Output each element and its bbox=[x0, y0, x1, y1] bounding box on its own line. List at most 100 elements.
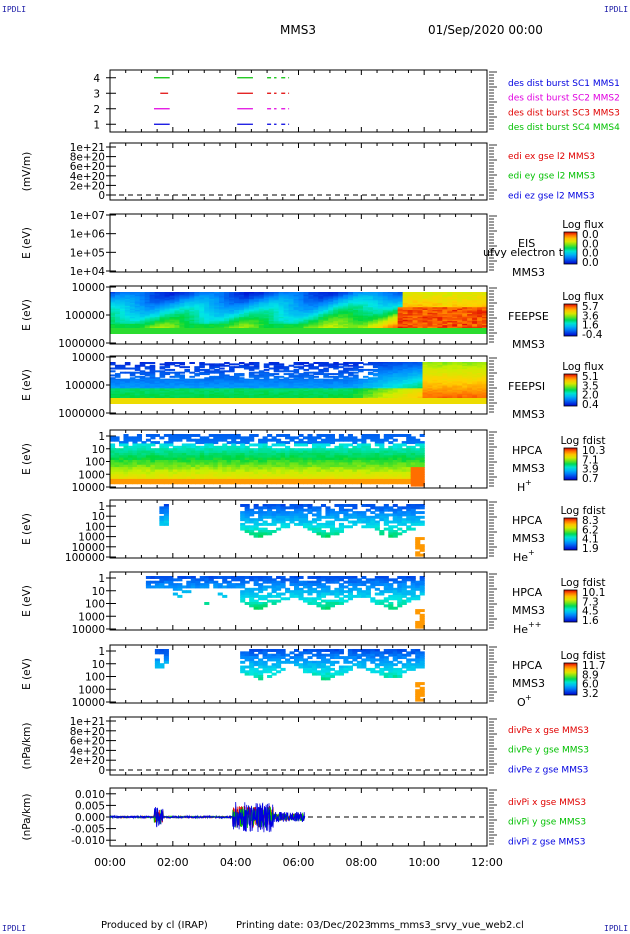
spectrogram-cell-feepsi bbox=[293, 366, 300, 369]
spectrogram-cell-hpca_h bbox=[280, 443, 286, 447]
spectrogram-cell-feepse bbox=[298, 304, 305, 307]
spectrogram-cell-hpca_h bbox=[213, 448, 219, 452]
spectrogram-cell-feepse bbox=[119, 321, 126, 324]
spectrogram-cell-feepsi bbox=[164, 385, 171, 388]
spectrogram-cell-hpca_h bbox=[159, 452, 165, 456]
spectrogram-cell-feepse bbox=[219, 323, 225, 326]
spectrogram-cell-feepsi bbox=[387, 395, 394, 398]
spectrogram-cell-feepse bbox=[204, 321, 210, 324]
spectrogram-cell-feepse bbox=[253, 310, 260, 312]
spectrogram-cell-feepse bbox=[318, 297, 324, 300]
spectrogram-cell-hpca_h bbox=[253, 434, 259, 437]
spectrogram-cell-feepsi bbox=[437, 366, 443, 369]
header-spacecraft: MMS3 bbox=[280, 23, 316, 37]
spectrogram-cell-hpca_h bbox=[118, 474, 125, 478]
spectrogram-cell-feepsi bbox=[179, 377, 186, 380]
spectrogram-cell-feepsi bbox=[358, 382, 364, 385]
spectrogram-cell-feepse bbox=[268, 322, 275, 325]
spectrogram-cell-feepsi bbox=[159, 378, 166, 381]
spectrogram-cell-feepse bbox=[164, 310, 171, 312]
spectrogram-cell-feepsi bbox=[372, 395, 379, 398]
spectrogram-cell-feepse bbox=[154, 322, 161, 325]
spectrogram-cell-feepse bbox=[412, 318, 419, 321]
spectrogram-cell-feepsi bbox=[397, 367, 404, 370]
spectrogram-cell-feepsi bbox=[377, 389, 384, 392]
spectrogram-cell-feepse bbox=[457, 316, 463, 319]
spectrogram-cell-feepse bbox=[457, 319, 463, 322]
spectrogram-cell-feepse bbox=[248, 296, 255, 299]
spectrogram-cell-feepse bbox=[119, 318, 126, 321]
spectrogram-cell-feepse bbox=[114, 319, 121, 322]
spectrogram-cell-feepsi bbox=[298, 395, 305, 398]
spectrogram-cell-feepse bbox=[353, 298, 359, 301]
spectrogram-cell-hpca_h bbox=[226, 455, 232, 459]
spectrogram-cell-hpca_h bbox=[258, 481, 264, 485]
spectrogram-cell-hpca_h bbox=[267, 460, 273, 463]
spectrogram-cell-feepse bbox=[119, 315, 126, 318]
spectrogram-cell-feepsi bbox=[382, 385, 389, 388]
spectrogram-cell-feepsi bbox=[343, 382, 349, 385]
spectrogram-cell-hpca_h bbox=[235, 476, 241, 480]
spectrogram-cell-feepse bbox=[417, 321, 424, 324]
spectrogram-cell-hpca_h bbox=[258, 471, 264, 475]
spectrogram-cell-feepsi bbox=[377, 377, 384, 380]
spectrogram-cell-feepse bbox=[119, 312, 126, 315]
spectrogram-cell-hpca_h bbox=[249, 434, 255, 437]
spectrogram-cell-feepse bbox=[263, 323, 270, 326]
spectrogram-cell-hpca_h bbox=[110, 455, 116, 459]
spectrogram-cell-feepse bbox=[328, 301, 334, 304]
spectrogram-cell-feepse bbox=[229, 322, 235, 325]
spectrogram-cell-feepse bbox=[268, 325, 275, 328]
spectrogram-cell-feepse bbox=[422, 315, 429, 318]
spectrogram-cell-hpca_h bbox=[172, 445, 178, 449]
spectrogram-cell-feepse bbox=[412, 325, 419, 328]
spectrogram-cell-feepse bbox=[159, 318, 166, 321]
spectrogram-cell-feepsi bbox=[139, 375, 146, 378]
spectrogram-cell-hpca_h bbox=[231, 448, 237, 452]
spectrogram-cell-feepsi bbox=[154, 380, 161, 382]
spectrogram-cell-feepse bbox=[248, 325, 255, 328]
spectrogram-cell-hpca_h bbox=[222, 436, 228, 440]
spectrogram-cell-hpca_h bbox=[217, 445, 223, 449]
spectrogram-cell-feepsi bbox=[313, 362, 319, 364]
spectrogram-cell-hpca_h bbox=[231, 460, 237, 463]
spectrogram-cell-feepsi bbox=[253, 382, 260, 385]
spectrogram-cell-feepsi bbox=[179, 382, 186, 385]
spectrogram-cell-feepsi bbox=[229, 370, 235, 373]
spectrogram-cell-feepsi bbox=[169, 386, 176, 389]
spectrogram-cell-feepse bbox=[472, 323, 478, 326]
spectrogram-cell-feepsi bbox=[283, 380, 290, 382]
spectrogram-cell-hpca_h bbox=[271, 462, 277, 466]
spectrogram-cell-feepse bbox=[243, 321, 250, 324]
spectrogram-cell-feepsi bbox=[412, 366, 419, 369]
spectrogram-cell-feepsi bbox=[278, 381, 285, 384]
spectrogram-cell-feepse bbox=[288, 296, 295, 299]
spectrogram-cell-feepsi bbox=[482, 370, 488, 373]
spectrogram-cell-feepse bbox=[467, 316, 473, 319]
spectrogram-cell-hpca_h bbox=[226, 469, 232, 473]
spectrogram-cell-feepse bbox=[110, 294, 116, 297]
spectrogram-cell-feepse bbox=[338, 303, 344, 306]
spectrogram-cell-feepse bbox=[234, 314, 240, 317]
spectrogram-cell-feepsi bbox=[462, 374, 468, 377]
spectrogram-cell-feepse bbox=[397, 323, 404, 326]
spectrogram-cell-hpca_h bbox=[199, 476, 205, 480]
spectrogram-cell-feepse bbox=[377, 318, 384, 321]
spectrogram-cell-hpca_h bbox=[150, 467, 156, 471]
spectrogram-cell-hpca_h bbox=[159, 464, 165, 468]
spectrogram-cell-feepsi bbox=[179, 396, 186, 399]
spectrogram-cell-feepse bbox=[159, 314, 166, 317]
spectrogram-cell-feepsi bbox=[338, 392, 344, 395]
spectrogram-cell-feepsi bbox=[432, 391, 438, 394]
spectrogram-cell-feepsi bbox=[447, 364, 453, 367]
spectrogram-cell-feepse bbox=[382, 316, 389, 319]
spectrogram-cell-feepsi bbox=[209, 366, 215, 369]
spectrogram-cell-hpca_h bbox=[258, 452, 264, 456]
spectrogram-cell-feepse bbox=[159, 293, 166, 296]
spectrogram-cell-feepsi bbox=[283, 393, 290, 396]
spectrogram-cell-feepse bbox=[353, 326, 359, 329]
spectrogram-cell-feepse bbox=[234, 311, 240, 314]
spectrogram-cell-feepse bbox=[343, 310, 349, 312]
spectrogram-cell-feepse bbox=[243, 297, 250, 300]
spectrogram-cell-feepse bbox=[110, 301, 116, 304]
